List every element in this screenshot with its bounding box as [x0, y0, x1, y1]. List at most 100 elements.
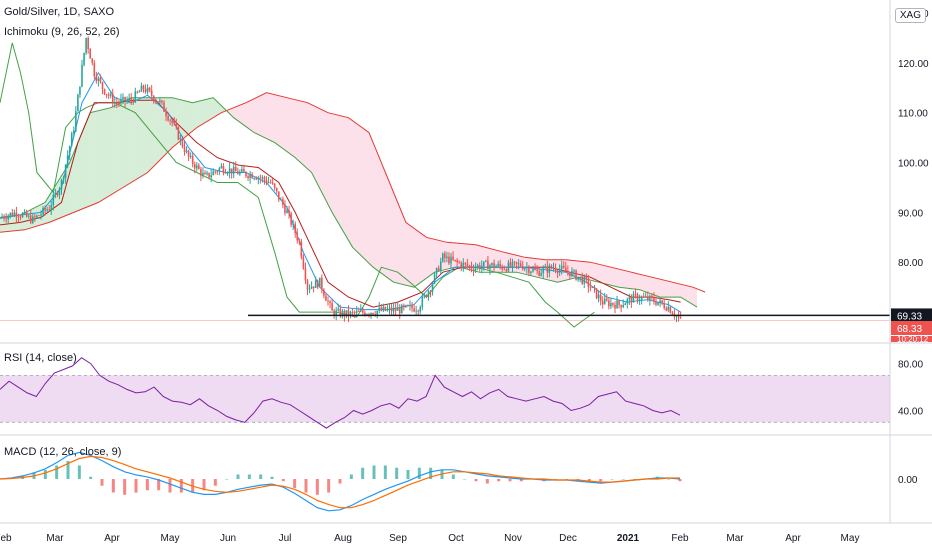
cloud-segment — [241, 102, 246, 127]
cloud-segment — [151, 97, 156, 169]
cloud-segment — [250, 98, 255, 133]
candle-body — [253, 178, 255, 179]
candle-body — [603, 298, 606, 305]
candle-body — [95, 76, 98, 81]
candle-body — [210, 175, 212, 178]
candle-body — [616, 300, 618, 309]
macd-histogram-bar — [315, 479, 319, 495]
candle-body — [122, 97, 124, 100]
cloud-segment — [369, 132, 374, 268]
cloud-segment — [73, 142, 78, 213]
candle-body — [308, 288, 311, 290]
macd-histogram-bar — [587, 479, 591, 482]
close-price-label: 68.33 — [897, 324, 922, 335]
candle-body — [339, 308, 342, 317]
candle-body — [21, 213, 24, 218]
candle-body — [503, 269, 506, 271]
macd-legend[interactable]: MACD (12, 26, close, 9) — [4, 446, 122, 458]
candle-body — [234, 166, 237, 172]
candle-body — [161, 100, 163, 103]
candle-body — [269, 181, 272, 183]
macd-histogram-bar — [111, 479, 115, 493]
cloud-segment — [24, 210, 29, 230]
candle-body — [659, 300, 661, 303]
candle-body — [343, 310, 346, 317]
cloud-segment — [135, 97, 140, 180]
candle-body — [134, 91, 137, 103]
signal-line — [0, 455, 680, 509]
cloud-segment — [323, 110, 328, 205]
candle-body — [175, 123, 178, 128]
cloud-segment — [147, 97, 152, 173]
macd-histogram-bar — [429, 467, 433, 479]
senkou-span-b-line — [0, 92, 706, 293]
cloud-segment — [467, 244, 472, 268]
macd-histogram-bar — [202, 479, 206, 491]
candle-body — [357, 311, 360, 312]
candle-body — [216, 171, 219, 173]
candle-body — [189, 155, 192, 157]
candle-body — [85, 38, 87, 53]
candle-body — [93, 62, 96, 77]
macd-histogram-bar — [247, 474, 251, 479]
candle-body — [618, 300, 620, 305]
cloud-segment — [643, 275, 648, 293]
candle-body — [171, 120, 173, 123]
candle-body — [323, 289, 325, 296]
cloud-segment — [578, 260, 583, 279]
candle-body — [251, 174, 253, 179]
macd-histogram-bar — [633, 479, 637, 480]
rsi-legend[interactable]: RSI (14, close) — [4, 352, 77, 364]
candle-body — [187, 150, 190, 157]
candle-body — [519, 263, 522, 267]
candle-body — [245, 171, 247, 177]
price-tick-label: 80.00 — [898, 258, 923, 269]
cloud-segment — [660, 279, 665, 298]
candle-body — [241, 169, 243, 172]
candle-body — [632, 293, 635, 303]
cloud-segment — [430, 238, 435, 276]
candle-body — [454, 259, 456, 261]
cloud-segment — [82, 122, 87, 210]
candle-body — [554, 267, 557, 272]
candle-body — [642, 296, 645, 298]
candle-body — [169, 120, 171, 122]
candle-body — [1, 216, 3, 218]
candle-body — [292, 223, 294, 225]
symbol-badge[interactable]: XAG — [894, 8, 926, 23]
cloud-segment — [184, 100, 189, 138]
candle-body — [138, 91, 141, 93]
ichimoku-legend[interactable]: Ichimoku (9, 26, 52, 26) — [4, 26, 120, 38]
candle-body — [353, 312, 356, 314]
candle-body — [60, 180, 63, 190]
close-price-box — [891, 321, 932, 335]
candle-body — [376, 310, 378, 315]
time-tick-label: Jun — [220, 533, 236, 544]
candle-body — [427, 291, 430, 298]
candle-body — [634, 293, 637, 295]
cloud-segment — [270, 93, 275, 143]
candle-body — [34, 216, 36, 218]
candle-body — [612, 302, 614, 305]
candle-body — [278, 191, 280, 200]
time-tick-label: 2021 — [617, 533, 640, 544]
chart-title[interactable]: Gold/Silver, 1D, SAXO — [4, 6, 115, 18]
candle-body — [524, 267, 526, 270]
candle-body — [52, 194, 55, 206]
candle-body — [284, 204, 286, 213]
macd-histogram-bar — [497, 479, 501, 482]
candle-body — [267, 181, 270, 183]
candle-body — [79, 86, 81, 95]
cloud-segment — [311, 104, 316, 181]
candle-body — [470, 266, 473, 270]
candle-body — [329, 301, 331, 304]
candle-body — [193, 164, 196, 169]
candle-body — [577, 277, 579, 280]
candle-body — [310, 286, 313, 289]
cloud-segment — [246, 100, 251, 130]
candle-body — [362, 310, 364, 313]
cloud-segment — [479, 245, 484, 270]
macd-histogram-bar — [100, 479, 104, 486]
candle-body — [345, 310, 348, 317]
cloud-segment — [360, 126, 365, 260]
